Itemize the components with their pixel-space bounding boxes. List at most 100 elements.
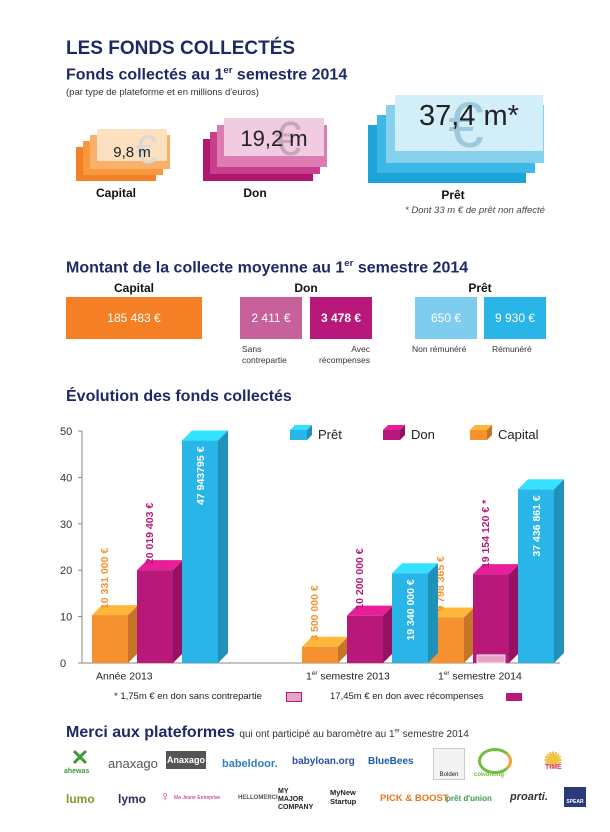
pret-bar-1-side (428, 563, 438, 663)
pret-bar-2 (518, 489, 554, 663)
don-bar-1 (347, 615, 383, 663)
logo-babyloan: babyloan.org (292, 756, 355, 767)
avg-don-a-value: 2 411 € (240, 297, 302, 339)
avg-pret-a-label: Non rémunéré (412, 344, 467, 354)
category-label-2: 1er semestre 2014 (438, 670, 522, 683)
capital-bar-0 (92, 615, 128, 663)
logo-mje: Ma Jeune Entreprise (174, 795, 221, 801)
y-tick-label: 40 (60, 472, 72, 484)
collected-stacks: € € € (76, 95, 544, 183)
annotation-sans-contrepartie: * 1,75m € en don sans contrepartie (114, 691, 262, 702)
avg-don-b-value: 3 478 € (310, 297, 372, 339)
y-tick-label: 0 (60, 658, 66, 670)
logo-time-icon: ✺ (543, 748, 563, 773)
capital-bar-0-side (128, 605, 138, 663)
stack-don-value: 19,2 m (240, 126, 308, 151)
pret-bar-2-top (518, 479, 564, 490)
avg-pret-a-value: 650 € (415, 297, 477, 339)
logo-bolden: Bolden (433, 748, 465, 780)
avg-don-header: Don (294, 281, 318, 295)
y-tick-label: 50 (60, 426, 72, 438)
annotation-avec-recompenses: 17,45m € en don avec récompenses (330, 691, 484, 702)
logo-anaxago-box: Anaxago (166, 751, 206, 769)
don-bar-1-side (383, 605, 393, 663)
logo-pretdunion: prêt d'union (446, 794, 492, 803)
legend-swatch-capital (470, 430, 487, 440)
y-tick-label: 10 (60, 612, 72, 624)
logo-coworking-icon (478, 748, 512, 774)
section-title-average: Montant de la collecte moyenne au 1er se… (66, 258, 468, 277)
logo-ahewas: ahewas (64, 768, 90, 775)
y-tick-label: 20 (60, 565, 72, 577)
pret-bar-0 (182, 440, 218, 663)
legend-swatch-side (307, 425, 312, 440)
don-bar-2-sans-contrepartie (476, 654, 506, 664)
don-bar-0 (137, 570, 173, 663)
logo-proarti: proarti. (510, 791, 548, 803)
logo-ahewas-icon: ✕ (70, 745, 90, 770)
page-title: LES FONDS COLLECTÉS (66, 38, 296, 59)
legend-swatch-side (487, 425, 492, 440)
logo-bluebees: BlueBees (368, 756, 414, 767)
pret-bar-1-label: 19 340 000 € (405, 579, 417, 640)
avg-don-b-label-1: Avec (351, 344, 370, 354)
stack-capital-label: Capital (95, 186, 136, 200)
don-bar-0-top (137, 560, 183, 571)
don-bar-2 (473, 574, 509, 663)
logo-babeldoor: babeldoor. (222, 758, 278, 770)
don-bar-0-side (173, 560, 183, 663)
legend-swatch-top (383, 425, 405, 430)
pret-bar-0-label: 47 943795 € (195, 446, 207, 505)
don-bar-0-label: 20 019 403 € (144, 503, 156, 564)
euro-icon: € (275, 113, 302, 166)
logo-mynewstartup: MyNew Startup (330, 788, 357, 806)
avg-capital-value: 185 483 € (66, 297, 202, 339)
capital-bar-1-side (338, 636, 348, 663)
logo-coworking: coworking (474, 772, 505, 778)
don-bar-1-label: 10 200 000 € (354, 548, 366, 609)
stack-pret (368, 95, 544, 183)
legend-swatch-top (290, 425, 312, 430)
logo-hellomerci: HELLOMERCI (238, 795, 278, 801)
average-title-sup: er (344, 258, 354, 269)
section-title-collected: Fonds collectés au 1er semestre 2014 (66, 65, 347, 84)
section-title-sup: er (223, 65, 233, 76)
logo-lumo: lumo (66, 792, 95, 806)
stack-don-label: Don (243, 186, 267, 200)
legend-swatch-don (383, 430, 400, 440)
avg-don-b-label: Avec récompenses (312, 344, 370, 366)
pret-bar-2-side (554, 479, 564, 663)
avg-pret-b-label: Rémunéré (492, 344, 532, 354)
euro-icon: € (448, 95, 484, 161)
logo-anaxago: anaxago (108, 756, 158, 771)
stack-capital (76, 129, 170, 181)
stack-don (203, 118, 327, 181)
category-label-1: 1er semestre 2013 (306, 670, 390, 683)
logo-spear: SPEAR (564, 787, 586, 807)
merci-text: qui ont participé au baromètre au 1er se… (239, 728, 469, 740)
pret-bar-0-top (182, 430, 228, 441)
avg-don-b-label-2: récompenses (318, 355, 370, 365)
merci-title: Merci aux plateformes (66, 724, 235, 741)
stack-pret-value: 37,4 m* (419, 100, 519, 132)
avg-pret-header: Prêt (468, 281, 492, 295)
legend-swatch-side (400, 425, 405, 440)
legend-swatch-top (470, 425, 492, 430)
section-title-rest: semestre 2014 (232, 66, 348, 84)
don-bar-2-top (473, 564, 519, 575)
capital-bar-0-label: 10 331 000 € (99, 548, 111, 609)
legend-label-prêt: Prêt (318, 427, 342, 442)
avg-don-a-label-2: contrepartie (242, 355, 287, 365)
average-title-text: Montant de la collecte moyenne au 1 (66, 259, 345, 277)
euro-icon: € (135, 128, 157, 172)
stack-capital-value: 9,8 m (113, 144, 151, 161)
logo-mje-icon: ♀ (160, 788, 171, 804)
don-bar-2-side (509, 564, 519, 663)
chart-title: Évolution des fonds collectés (66, 388, 292, 405)
stack-footnote: * Dont 33 m € de prêt non affecté (405, 205, 545, 216)
pret-bar-0-side (218, 430, 228, 663)
legend-swatch-prêt (290, 430, 307, 440)
pret-bar-1 (392, 573, 428, 663)
capital-bar-1 (302, 646, 338, 663)
